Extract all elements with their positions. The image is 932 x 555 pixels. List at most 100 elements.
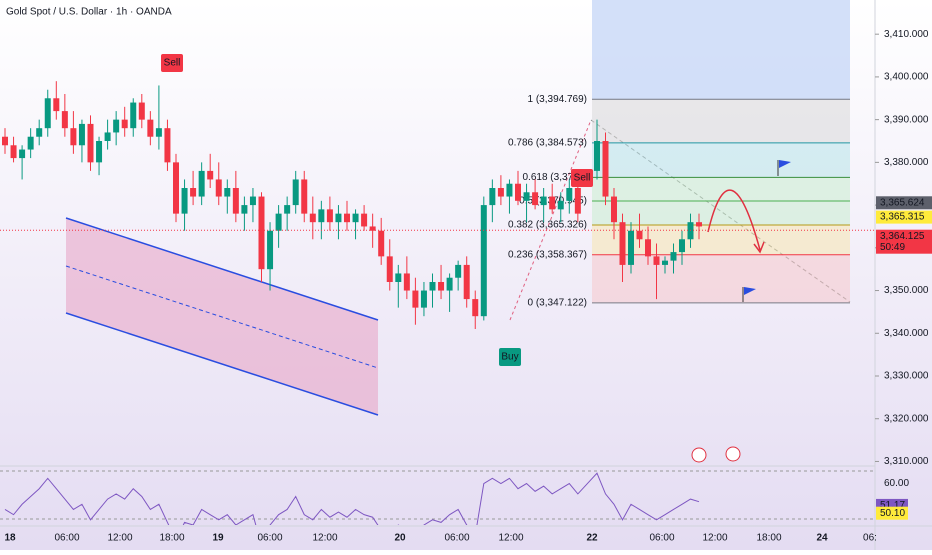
candle-body	[463, 264, 470, 300]
candle-body	[679, 239, 685, 253]
candle-body	[258, 196, 265, 270]
y-tick-label: 3,310.000	[884, 456, 929, 467]
candle-body	[10, 145, 17, 159]
candle-body	[480, 205, 487, 317]
candle-body	[130, 102, 137, 129]
candle-body	[594, 141, 600, 171]
y-tick-label: 3,400.000	[884, 72, 929, 83]
candle-body	[515, 183, 521, 201]
candle-body	[87, 123, 94, 163]
candle-body	[301, 179, 308, 214]
event-icon[interactable]	[691, 447, 707, 463]
candle-body	[70, 128, 77, 146]
x-tick-label: 12:00	[702, 533, 727, 544]
fib-band	[592, 201, 850, 226]
x-tick-label: 12:00	[312, 533, 337, 544]
y-tick-label: 3,350.000	[884, 285, 929, 296]
y-tick-label: 3,330.000	[884, 371, 929, 382]
candle-body	[497, 188, 504, 197]
x-tick-label: 06:	[863, 533, 877, 544]
signal-label: Sell	[574, 173, 591, 184]
price-tag-label: 3,365.315	[880, 212, 925, 223]
flag	[744, 287, 756, 295]
candle-body	[619, 222, 626, 265]
y-tick-label: 3,380.000	[884, 157, 929, 168]
candle-body	[292, 179, 299, 206]
fib-label: 0.236 (3,358.367)	[508, 249, 587, 260]
rsi-tick-label: 60.00	[884, 478, 909, 489]
flag	[779, 160, 791, 168]
x-tick-label: 06:00	[444, 533, 469, 544]
fib-band	[592, 99, 850, 143]
candle-body	[173, 162, 179, 214]
candle-body	[540, 196, 547, 206]
candle-body	[566, 188, 573, 201]
candle-body	[532, 192, 539, 206]
y-tick-label: 3,390.000	[884, 114, 929, 125]
fib-label: 0.786 (3,384.573)	[508, 137, 587, 148]
candle-body	[249, 196, 256, 206]
candle-body	[113, 119, 120, 133]
x-tick-label: 20	[394, 533, 406, 544]
signal-badge	[571, 169, 593, 187]
x-tick-label: 22	[586, 533, 598, 544]
candle-body	[412, 290, 419, 308]
candle-body	[446, 277, 453, 291]
candle-body	[36, 128, 43, 137]
candle-body	[61, 111, 68, 129]
candle-body	[241, 205, 248, 214]
candle-body	[523, 192, 530, 201]
x-tick-label: 18:00	[159, 533, 184, 544]
fib-label: 1 (3,394.769)	[528, 94, 588, 105]
candle-body	[2, 136, 8, 146]
channel-line	[65, 312, 379, 416]
candle-body	[147, 119, 154, 137]
target-zone	[592, 0, 850, 100]
x-tick-label: 06:00	[257, 533, 282, 544]
candle-body	[155, 128, 162, 137]
candle-body	[472, 299, 479, 317]
candle-body	[506, 183, 513, 197]
fib-band	[592, 177, 850, 202]
candle-body	[395, 273, 402, 282]
candle-body	[611, 196, 617, 223]
rsi-tag	[876, 506, 908, 520]
candle-body	[670, 252, 677, 261]
candle-body	[378, 230, 385, 257]
candle-body	[636, 230, 643, 240]
arrow-head	[753, 241, 765, 254]
candle-body	[687, 222, 694, 240]
candle-body	[489, 188, 496, 206]
candle-body	[19, 149, 26, 159]
x-tick-label: 18	[4, 533, 16, 544]
countdown: 50:49	[880, 242, 905, 253]
candle-body	[275, 213, 282, 231]
price-tag-label: 3,364.125	[880, 231, 925, 242]
x-tick-label: 06:00	[54, 533, 79, 544]
signal-badge	[161, 54, 183, 72]
candle-body	[557, 200, 564, 210]
price-tag	[876, 196, 932, 210]
channel-mid	[65, 265, 379, 369]
candle-body	[429, 282, 436, 291]
event-icon[interactable]	[725, 446, 741, 462]
x-tick-label: 12:00	[107, 533, 132, 544]
candle-body	[455, 264, 462, 278]
candle-body	[104, 132, 111, 141]
candle-body	[696, 222, 702, 227]
candle-body	[602, 141, 609, 197]
price-tag	[876, 210, 932, 224]
x-tick-label: 24	[816, 533, 828, 544]
candle-body	[335, 213, 342, 223]
candle-body	[78, 123, 85, 146]
candle-body	[267, 230, 274, 270]
candle-body	[198, 170, 205, 197]
candle-body	[653, 256, 660, 265]
candle-body	[207, 170, 214, 180]
candle-body	[53, 98, 60, 112]
candle-body	[361, 213, 368, 227]
candle-body	[574, 188, 581, 214]
signal-label: Sell	[164, 58, 181, 69]
candle-body	[181, 188, 188, 214]
candle-body	[96, 141, 103, 163]
